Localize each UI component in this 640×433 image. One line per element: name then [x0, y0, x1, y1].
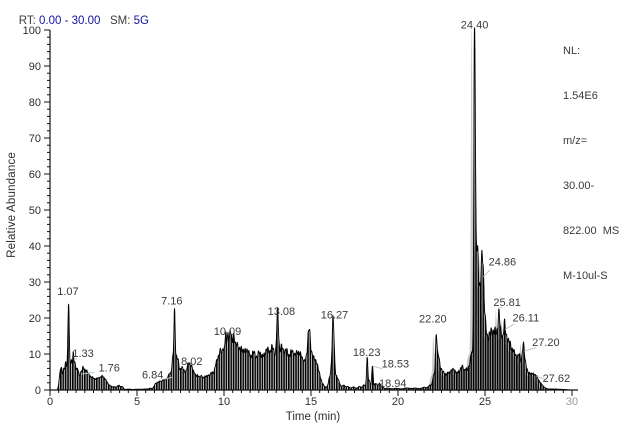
- y-tick-label: 10: [29, 349, 41, 361]
- peak-label: 18.23: [353, 347, 381, 359]
- peak-label: 26.11: [513, 313, 540, 325]
- peak-label: 6.84: [142, 369, 163, 381]
- peak-label: 27.62: [543, 373, 571, 385]
- peak-label: 24.86: [489, 256, 517, 268]
- peak-label: 22.20: [419, 313, 447, 325]
- x-tick-label: 0: [47, 396, 53, 408]
- y-tick-label: 20: [29, 313, 41, 325]
- peak-label: 25.81: [493, 297, 521, 309]
- x-tick-label: 30: [566, 396, 578, 408]
- x-tick-label: 10: [218, 396, 230, 408]
- peak-label: 1.33: [72, 348, 93, 360]
- y-tick-label: 40: [29, 241, 41, 253]
- peak-label: 24.40: [461, 20, 489, 32]
- peak-label: 13.08: [268, 306, 296, 318]
- peak-label: 27.20: [532, 337, 560, 349]
- legend-line-mz-high: 822.00 MS: [563, 225, 620, 237]
- y-tick-label: 0: [35, 385, 41, 397]
- scan-header: RT: 0.00 - 30.00 SM: 5G: [6, 3, 149, 39]
- x-tick-label: 25: [479, 396, 491, 408]
- peak-label: 10.09: [214, 326, 242, 338]
- peak-leader-lines: [73, 269, 547, 387]
- legend-line-mz: m/z=: [563, 135, 588, 147]
- peak-label: 1.07: [57, 286, 78, 298]
- rt-label: RT:: [18, 15, 40, 27]
- tic-trace: [49, 28, 573, 391]
- peak-label: 16.27: [321, 309, 349, 321]
- legend-line-sample: M-10ul-S: [563, 270, 608, 282]
- y-tick-label: 60: [29, 169, 41, 181]
- y-tick-label: 90: [29, 61, 41, 73]
- legend-line-intensity: 1.54E6: [563, 90, 598, 102]
- normalization-legend: NL: 1.54E6 m/z= 30.00- 822.00 MS M-10ul-…: [563, 14, 619, 314]
- peak-label: 18.94: [379, 378, 407, 390]
- y-tick-label: 100: [23, 25, 41, 37]
- rt-range-value: 0.00 - 30.00: [39, 15, 101, 27]
- peak-label: 1.76: [98, 362, 119, 374]
- y-tick-label: 80: [29, 97, 41, 109]
- x-tick-label: 20: [392, 396, 404, 408]
- legend-line-nl: NL:: [563, 45, 581, 57]
- legend-line-mz-low: 30.00-: [563, 180, 595, 192]
- peak-label: 8.02: [181, 356, 202, 368]
- y-tick-label: 30: [29, 277, 41, 289]
- tick-marks: [44, 29, 573, 396]
- x-axis-title: Time (min): [285, 411, 341, 423]
- y-tick-label: 70: [29, 133, 41, 145]
- peak-label: 7.16: [161, 295, 182, 307]
- y-tick-label: 50: [29, 205, 41, 217]
- sm-label: SM:: [100, 15, 134, 27]
- x-tick-label: 5: [134, 396, 140, 408]
- sm-value: 5G: [133, 15, 149, 27]
- x-tick-label: 15: [305, 396, 317, 408]
- peak-label: 18.53: [382, 359, 410, 371]
